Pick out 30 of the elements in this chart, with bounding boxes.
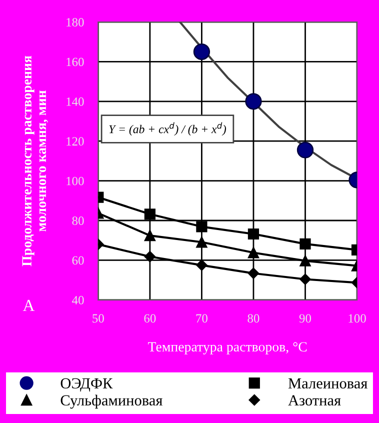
point [248, 228, 260, 240]
x-tick-label: 100 [348, 314, 366, 323]
y-tick-label: 120 [66, 137, 84, 146]
x-tick-label: 90 [299, 314, 312, 323]
point [193, 43, 210, 60]
y-tick-label: 160 [66, 58, 84, 66]
legend-label: ОЭДФК [60, 378, 113, 392]
y-tick-label: 40 [72, 296, 84, 304]
x-tick-label: 60 [144, 314, 156, 323]
y-tick-label: 180 [66, 18, 84, 26]
point [248, 247, 260, 258]
legend-label: Сульфаминовая [60, 394, 162, 409]
x-tick-label: 50 [92, 314, 104, 323]
y-tick-label: 80 [72, 216, 84, 225]
text: A [22, 300, 35, 311]
x-axis-title: Температура растворов, °C [148, 342, 307, 354]
point [196, 260, 208, 271]
legend-label: Малеиновая [288, 378, 368, 389]
point [196, 221, 208, 232]
y-tick-label: 140 [66, 97, 84, 106]
point [248, 268, 260, 279]
y-tick-label: 60 [72, 256, 84, 265]
x-tick-label: 70 [196, 314, 208, 323]
y-axis-title: Продолжительность растворения молочного камня, мин [22, 56, 48, 266]
point [196, 236, 208, 248]
legend-label: Азотная [288, 395, 341, 406]
annotation: Y = (ab + cx$^{d}$) / (b + x$^{d}$) [109, 122, 226, 136]
y-tick-label: 100 [66, 176, 84, 186]
point [245, 93, 262, 110]
x-tick-label: 80 [248, 314, 260, 323]
